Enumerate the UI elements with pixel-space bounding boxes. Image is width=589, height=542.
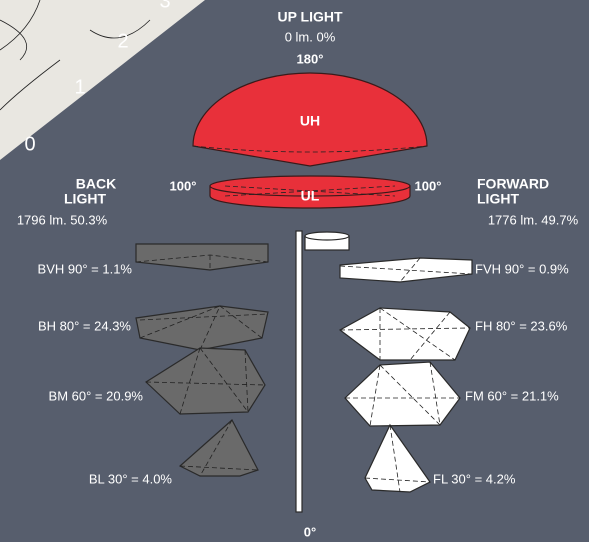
- fm-lines: [345, 361, 460, 427]
- forward-light-title: FORWARD: [477, 176, 549, 192]
- uh-zone: [192, 72, 428, 167]
- fh-lines: [339, 307, 471, 361]
- fl-zone: [364, 423, 431, 493]
- fh-label: FH 80° = 23.6%: [475, 318, 568, 333]
- luminaire-top: [304, 231, 350, 241]
- bh-label: BH 80° = 24.3%: [38, 318, 131, 333]
- fm-label: FM 60° = 21.1%: [465, 388, 559, 403]
- back-light-title: LIGHT: [64, 191, 106, 207]
- fl-label: FL 30° = 4.2%: [433, 471, 516, 486]
- angle-left: 100°: [170, 178, 197, 193]
- pole: [295, 230, 303, 513]
- bh-lines: [139, 305, 269, 351]
- fm-zone: [344, 361, 461, 427]
- scale-label: 1: [74, 76, 85, 98]
- scale-label: 0: [24, 133, 35, 155]
- back-light-title: BACK: [76, 176, 116, 192]
- up-light-title: UP LIGHT: [277, 9, 343, 25]
- scale-panel: [0, 0, 205, 160]
- bl-lines: [179, 419, 259, 477]
- back-light-value: 1796 lm. 50.3%: [17, 212, 108, 227]
- scale-label: 3: [159, 0, 170, 12]
- angle-right: 100°: [415, 178, 442, 193]
- bm-zone: [145, 347, 266, 415]
- uh-label: UH: [300, 113, 320, 129]
- bm-lines: [145, 347, 266, 415]
- forward-light-title: LIGHT: [477, 191, 519, 207]
- scale-label: 2: [117, 30, 128, 52]
- bm-label: BM 60° = 20.9%: [49, 388, 144, 403]
- up-light-value: 0 lm. 0%: [285, 29, 336, 44]
- fh-zone: [338, 307, 471, 361]
- bl-label: BL 30° = 4.0%: [89, 471, 173, 486]
- bvh-zone: [135, 243, 269, 271]
- ul-zone-top: [209, 175, 411, 197]
- ul-lines: [224, 185, 396, 197]
- angle-bottom: 0°: [304, 524, 316, 539]
- bvh-lines: [135, 254, 269, 270]
- panel-lines: [0, 0, 151, 111]
- fl-lines: [364, 424, 431, 493]
- forward-light-value: 1776 lm. 49.7%: [488, 212, 579, 227]
- bl-zone: [178, 419, 259, 477]
- fvh-lines: [339, 257, 473, 283]
- bh-zone: [135, 305, 269, 351]
- fvh-label: FVH 90° = 0.9%: [475, 261, 569, 276]
- ul-label: UL: [301, 188, 320, 204]
- bvh-label: BVH 90° = 1.1%: [38, 261, 133, 276]
- angle-180: 180°: [297, 51, 324, 66]
